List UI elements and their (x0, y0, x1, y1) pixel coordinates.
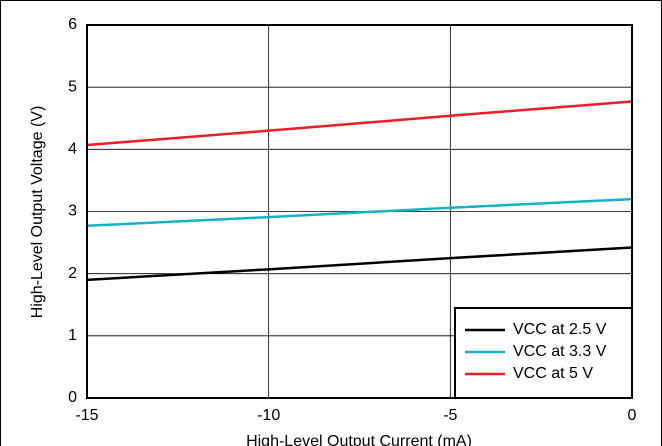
x-tick-label: 0 (628, 407, 637, 424)
y-tick-label: 3 (68, 203, 77, 220)
legend-label: VCC at 2.5 V (513, 321, 607, 338)
y-tick-label: 4 (68, 141, 77, 158)
y-axis-title: High-Level Output Voltage (V) (29, 106, 46, 319)
y-tick-label: 6 (68, 16, 77, 33)
y-tick-label: 5 (68, 78, 77, 95)
series-line (86, 100, 633, 147)
legend-label: VCC at 3.3 V (513, 343, 607, 360)
plot-frame (86, 24, 633, 399)
y-tick-label: 0 (68, 389, 77, 406)
x-tick-label: -5 (443, 407, 457, 424)
y-tick-label: 1 (68, 327, 77, 344)
y-tick-label: 2 (68, 265, 77, 282)
x-tick-label: -10 (257, 407, 280, 424)
x-axis-title: High-Level Output Current (mA) (246, 433, 472, 446)
legend-label: VCC at 5 V (513, 365, 593, 382)
x-tick-label: -15 (75, 407, 98, 424)
series-line (86, 246, 633, 282)
series-line (86, 197, 633, 228)
